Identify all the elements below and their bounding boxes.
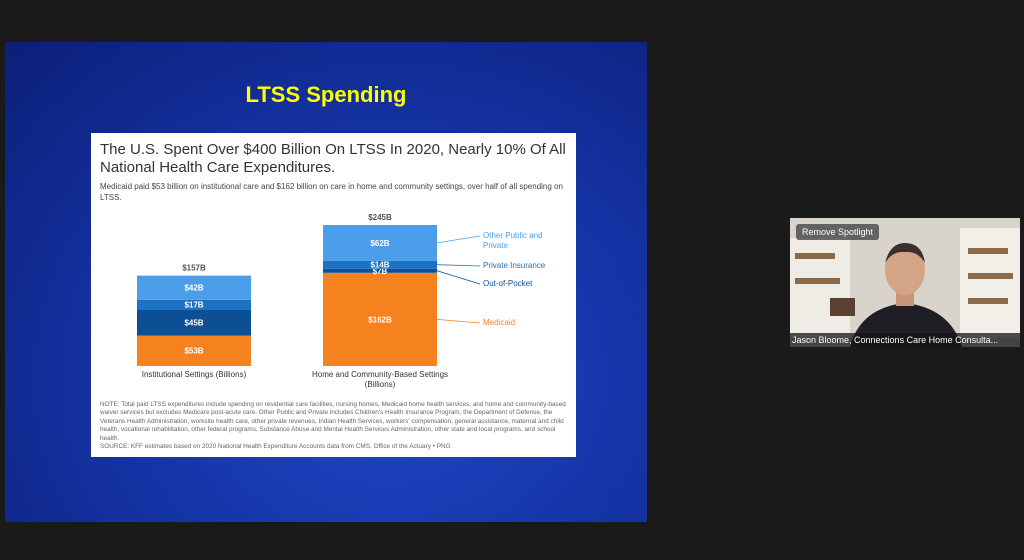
chart-plot: $53B $45B $17B $42B $157B $162B $7B$14B $62B $24… [137, 213, 481, 366]
value-label: $53B [184, 347, 203, 356]
chart: $53B $45B $17B $42B $157B $162B $7B $14B $62B $24… [91, 133, 576, 457]
legend-label: Other Public and Private [483, 231, 543, 250]
bar-segment [137, 309, 251, 336]
top-bar [0, 0, 1024, 40]
legend-label: Private Insurance [483, 261, 546, 270]
bar-segment [323, 260, 437, 269]
slide: LTSS Spending $53B $45B $17B $42B $157B $162B… [5, 42, 647, 522]
legend-leader [436, 264, 481, 267]
chart-subtitle: Medicaid paid $53 billion on institution… [100, 182, 563, 202]
bar-segment [137, 275, 251, 300]
source: SOURCE: KFF estimates based on 2020 Nati… [100, 443, 451, 450]
value-label: $14B [370, 261, 389, 270]
participant-name: Jason Bloome, Connections Care Home Cons… [790, 333, 1020, 347]
x-tick-label: Institutional Settings (Billions) [141, 370, 247, 379]
video [790, 218, 1020, 347]
bar-segment [323, 268, 437, 273]
remove-spotlight-button[interactable]: Remove Spotlight [796, 224, 880, 240]
value-label: $7B [373, 267, 388, 276]
bar-segment [137, 335, 251, 366]
video-tile: Remove Spotlight Jason Bloome, Connectio… [790, 218, 1020, 347]
legend-leader [436, 318, 481, 324]
legend-leader [436, 235, 481, 244]
legend-leader [436, 270, 481, 285]
value-label: $42B [184, 284, 203, 293]
bar-segment [323, 225, 437, 261]
note: NOTE: Total paid LTSS expenditures inclu… [100, 401, 566, 442]
value-label: $17B [184, 301, 203, 310]
bar-segment [137, 299, 251, 310]
total-label: $157B [182, 264, 206, 273]
chart-title: The U.S. Spent Over $400 Billion On LTSS… [100, 141, 566, 176]
x-tick-label: Home and Community-Based Settings (Billi… [311, 370, 449, 389]
slide-title: LTSS Spending [245, 82, 407, 107]
bar-segment [323, 272, 437, 366]
legend-label: Out-of-Pocket [483, 279, 533, 288]
value-label: $62B [370, 239, 389, 248]
total-label: $245B [368, 213, 392, 222]
legend-label: Medicaid [483, 318, 516, 327]
value-label: $162B [368, 315, 392, 324]
value-label: $45B [184, 319, 203, 328]
